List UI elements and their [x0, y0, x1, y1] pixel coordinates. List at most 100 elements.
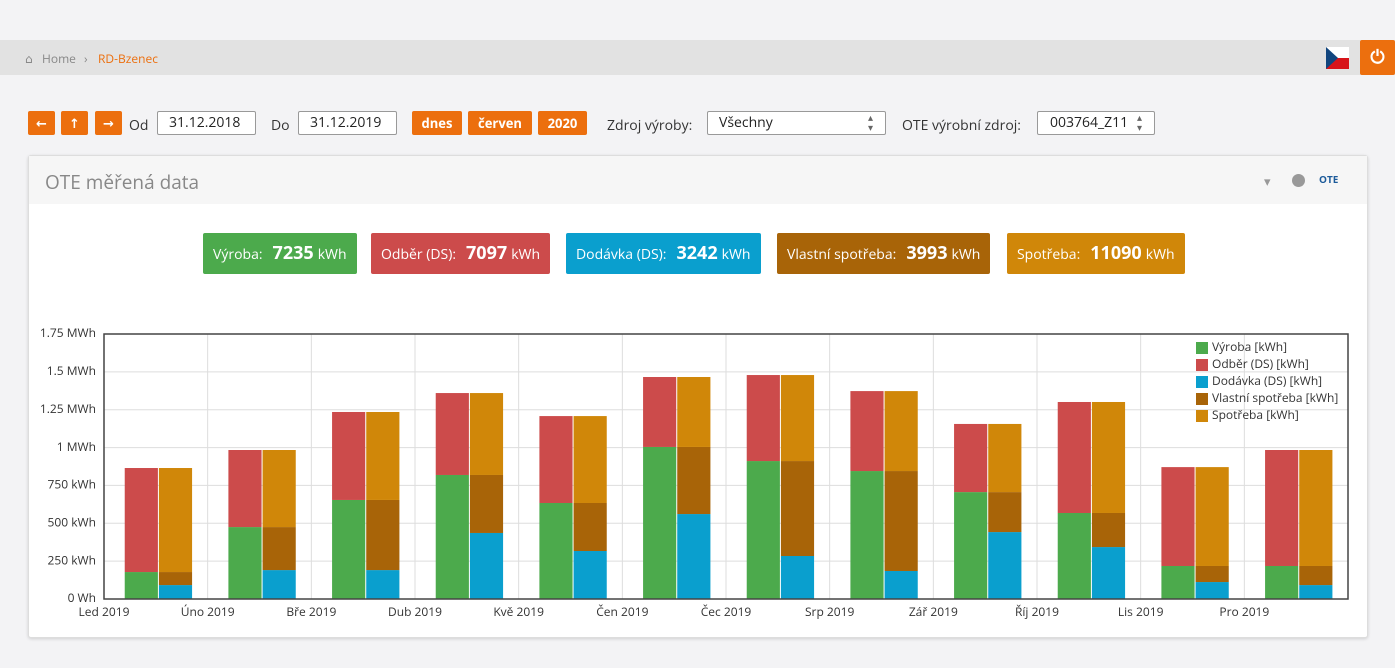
- summary-value: 3242: [676, 241, 718, 265]
- bar-segment: [1091, 547, 1126, 599]
- quick-button[interactable]: červen: [468, 111, 532, 135]
- summary-box: Spotřeba: 11090 kWh: [1007, 233, 1185, 274]
- legend-swatch: [1196, 410, 1208, 422]
- power-button[interactable]: ⏻: [1360, 40, 1395, 75]
- flag-triangle: [1326, 47, 1338, 69]
- source-label: Zdroj výroby:: [607, 116, 693, 135]
- bar-segment: [435, 474, 469, 599]
- bar-segment: [1057, 401, 1091, 513]
- bar-segment: [884, 570, 918, 599]
- bar-segment: [988, 423, 1022, 493]
- bar-segment: [228, 449, 262, 528]
- bar-segment: [643, 446, 677, 599]
- bar-segment: [677, 446, 711, 515]
- bar-segment: [124, 468, 158, 573]
- prev-button[interactable]: ←: [28, 111, 55, 135]
- bar-segment: [573, 502, 607, 551]
- y-tick-label: 500 kWh: [48, 513, 96, 530]
- bar-segment: [573, 550, 607, 599]
- x-tick-label: Čen 2019: [596, 603, 648, 620]
- flag[interactable]: [1326, 47, 1349, 69]
- bar-segment: [262, 449, 296, 528]
- legend-swatch: [1196, 342, 1208, 354]
- bar-segment: [884, 391, 918, 472]
- bar-segment: [469, 393, 504, 475]
- summary-label: Spotřeba:: [1017, 245, 1081, 264]
- select-arrows: ▴ ▾: [868, 110, 874, 134]
- ote-label: OTE výrobní zdroj:: [902, 116, 1021, 135]
- up-button[interactable]: ↑: [61, 111, 88, 135]
- bar-segment: [1195, 582, 1229, 599]
- breadcrumb-current[interactable]: RD-Bzenec: [98, 50, 158, 67]
- bar-segment: [469, 474, 504, 533]
- bar-segment: [780, 375, 815, 462]
- summary-value: 7097: [466, 241, 508, 265]
- x-tick-label: Čec 2019: [701, 603, 752, 620]
- bar-segment: [435, 393, 469, 475]
- x-tick-label: Pro 2019: [1219, 603, 1269, 620]
- y-tick-label: 750 kWh: [48, 476, 96, 493]
- select-arrows: ▴ ▾: [1137, 110, 1143, 134]
- legend-label: Dodávka (DS) [kWh]: [1212, 372, 1322, 389]
- y-tick-label: 1.75 MWh: [40, 324, 96, 341]
- summary-unit: kWh: [511, 245, 541, 264]
- summary-label: Dodávka (DS):: [576, 245, 667, 264]
- bar-segment: [366, 570, 400, 599]
- x-tick-label: Dub 2019: [388, 603, 442, 620]
- summary-box: Odběr (DS): 7097 kWh: [371, 233, 551, 274]
- summary-box: Dodávka (DS): 3242 kWh: [566, 233, 761, 274]
- from-input[interactable]: 31.12.2018: [157, 111, 256, 135]
- bar-segment: [780, 555, 815, 599]
- panel-title: OTE měřená data: [45, 169, 200, 195]
- from-label: Od: [129, 116, 149, 135]
- legend-swatch: [1196, 376, 1208, 388]
- bar-segment: [366, 499, 400, 571]
- bar-segment: [746, 461, 780, 599]
- summary-unit: kWh: [721, 245, 751, 264]
- x-tick-label: Srp 2019: [805, 603, 855, 620]
- to-label: Do: [271, 116, 290, 135]
- bar-segment: [1299, 585, 1333, 599]
- bar-segment: [1195, 467, 1229, 566]
- ote-select[interactable]: 003764_Z11: [1037, 111, 1155, 135]
- x-tick-label: Kvě 2019: [493, 603, 544, 620]
- bar-segment: [158, 585, 193, 599]
- quick-button[interactable]: dnes: [412, 111, 462, 135]
- x-tick-label: Říj 2019: [1015, 603, 1059, 620]
- panel-header: [29, 156, 1367, 204]
- x-tick-label: Bře 2019: [286, 603, 336, 620]
- summary-label: Odběr (DS):: [381, 245, 457, 264]
- top-bar: [0, 40, 1395, 75]
- bar-segment: [158, 572, 193, 586]
- to-input[interactable]: 31.12.2019: [298, 111, 397, 135]
- chart-icon[interactable]: [1292, 174, 1305, 187]
- bar-segment: [677, 514, 711, 599]
- ote-logo[interactable]: OTE: [1319, 172, 1339, 186]
- bar-segment: [262, 527, 296, 571]
- summary-unit: kWh: [951, 245, 981, 264]
- bar-segment: [124, 572, 158, 599]
- next-button[interactable]: →: [95, 111, 122, 135]
- bar-segment: [158, 468, 193, 573]
- pin-icon[interactable]: ▾: [1264, 172, 1271, 190]
- y-tick-label: 1 MWh: [57, 438, 96, 455]
- bar-segment: [1195, 565, 1229, 583]
- bar-segment: [1299, 565, 1333, 586]
- bar-segment: [228, 527, 262, 599]
- plot-border: [103, 333, 1349, 600]
- quick-button[interactable]: 2020: [538, 111, 587, 135]
- legend-swatch: [1196, 359, 1208, 371]
- breadcrumb-home[interactable]: Home: [42, 50, 76, 67]
- summary-unit: kWh: [317, 245, 347, 264]
- y-tick-label: 0 Wh: [68, 589, 96, 606]
- summary-label: Vlastní spotřeba:: [787, 245, 897, 264]
- summary-label: Výroba:: [213, 245, 263, 264]
- source-select[interactable]: Všechny: [707, 111, 886, 135]
- y-tick-label: 1.5 MWh: [47, 362, 96, 379]
- bar-segment: [988, 532, 1022, 599]
- summary-box: Vlastní spotřeba: 3993 kWh: [777, 233, 991, 274]
- legend-label: Výroba [kWh]: [1212, 338, 1287, 355]
- bar-segment: [884, 471, 918, 571]
- summary-unit: kWh: [1145, 245, 1175, 264]
